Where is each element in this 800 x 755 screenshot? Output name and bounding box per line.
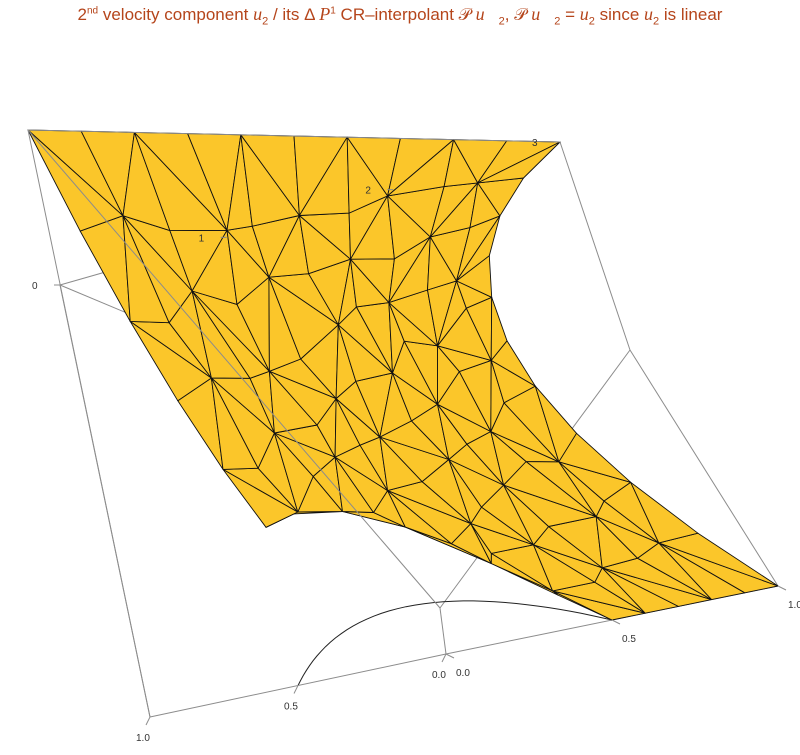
- x-tick-mark: [441, 653, 447, 663]
- axis-ticks: 0.0 0.5 1.0 0.0 0.5 1.0 0 1 2 3: [32, 138, 800, 744]
- y-tick-mark: [445, 653, 455, 659]
- box-edge: [27, 129, 441, 609]
- y-tick-label: 0.5: [622, 634, 636, 645]
- hole-floor-edge: [297, 600, 613, 686]
- x-tick-mark: [293, 685, 299, 694]
- mesh-triangle: [490, 296, 508, 361]
- x-tick-label: 0.5: [284, 702, 298, 713]
- z-tick-label: 2: [365, 186, 371, 197]
- box-edge: [439, 607, 447, 655]
- mesh-triangle: [534, 385, 577, 463]
- mesh-triangle: [630, 481, 699, 544]
- bounding-box-front: [27, 129, 561, 718]
- y-tick-label: 1.0: [788, 600, 800, 611]
- chart-title: 2nd velocity component u2 / its Δ P1 CR–…: [77, 4, 723, 28]
- box-edge: [27, 129, 561, 143]
- x-tick-label: 0.0: [432, 670, 446, 681]
- x-tick-mark: [145, 716, 151, 726]
- y-tick-label: 0.0: [456, 668, 470, 679]
- box-edge: [629, 349, 779, 587]
- mesh-triangle: [477, 141, 561, 184]
- z-tick-label: 1: [199, 233, 205, 244]
- mesh-triangle: [79, 215, 131, 322]
- y-tick-mark: [777, 585, 787, 591]
- z-tick-label: 0: [32, 281, 38, 292]
- box-edge: [559, 141, 631, 351]
- mesh-triangle: [456, 215, 501, 282]
- surface-mesh: [27, 129, 779, 686]
- x-tick-label: 1.0: [136, 733, 150, 744]
- box-edge: [27, 129, 151, 718]
- z-tick-label: 3: [532, 138, 538, 149]
- y-tick-mark: [611, 619, 621, 625]
